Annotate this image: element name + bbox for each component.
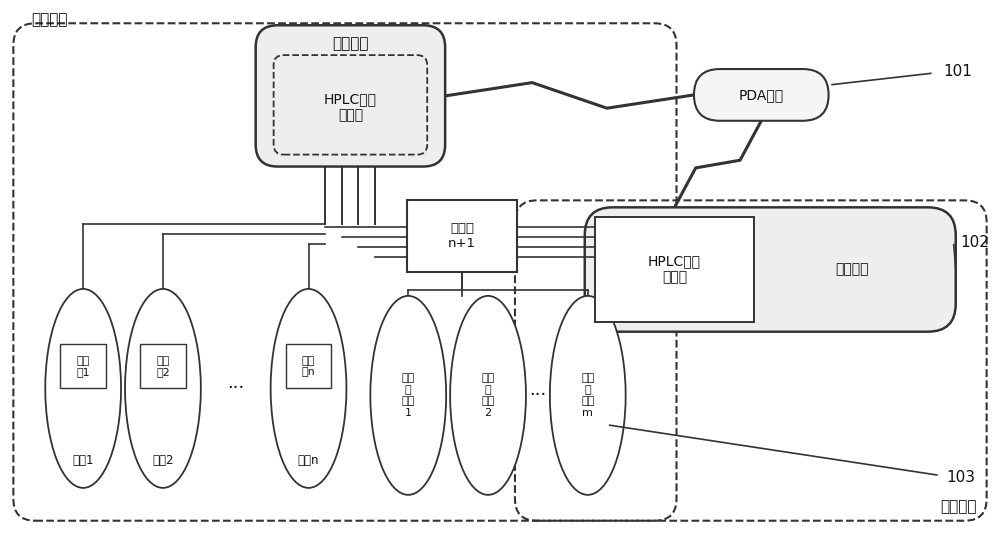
Text: 从节点
n+1: 从节点 n+1 <box>448 222 476 250</box>
Text: 从节
点n: 从节 点n <box>302 356 315 378</box>
Text: 非载
波
户表
2: 非载 波 户表 2 <box>481 373 495 418</box>
FancyBboxPatch shape <box>585 207 956 332</box>
Bar <box>140 344 186 388</box>
Text: 102: 102 <box>961 235 990 250</box>
Ellipse shape <box>45 289 121 488</box>
Text: 101: 101 <box>944 64 973 78</box>
Text: 非载
波
户表
1: 非载 波 户表 1 <box>402 373 415 418</box>
Text: 103: 103 <box>947 471 976 485</box>
Text: PDA主站: PDA主站 <box>739 88 784 102</box>
Ellipse shape <box>370 296 446 495</box>
Text: 户表n: 户表n <box>298 454 319 467</box>
Bar <box>286 344 331 388</box>
Text: 从节
点1: 从节 点1 <box>76 356 90 378</box>
FancyBboxPatch shape <box>694 69 829 121</box>
Text: ···: ··· <box>227 379 244 398</box>
Text: 关口设备: 关口设备 <box>332 36 369 51</box>
Bar <box>60 344 106 388</box>
FancyBboxPatch shape <box>256 25 445 166</box>
Text: 外设本体: 外设本体 <box>836 263 869 276</box>
Text: 户表1: 户表1 <box>72 454 94 467</box>
Text: HPLC主节
点设备: HPLC主节 点设备 <box>648 255 701 285</box>
Ellipse shape <box>450 296 526 495</box>
Text: HPLC主节
点设备: HPLC主节 点设备 <box>324 92 377 122</box>
Text: 故障现场: 故障现场 <box>31 13 68 27</box>
Ellipse shape <box>271 289 346 488</box>
Text: 非载
波
户表
m: 非载 波 户表 m <box>581 373 594 418</box>
Text: 从节
点2: 从节 点2 <box>156 356 170 378</box>
Bar <box>407 200 517 272</box>
Text: 检测现场: 检测现场 <box>940 499 977 514</box>
Ellipse shape <box>550 296 626 495</box>
Text: 户表2: 户表2 <box>152 454 174 467</box>
Bar <box>595 217 754 322</box>
Text: ···: ··· <box>529 386 547 404</box>
Ellipse shape <box>125 289 201 488</box>
